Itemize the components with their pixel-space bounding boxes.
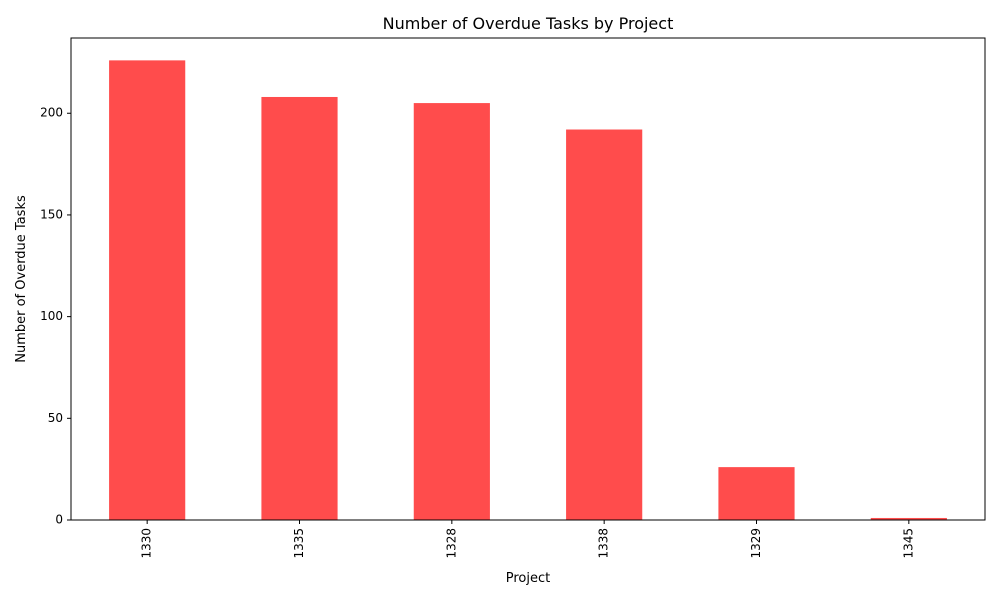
x-tick-label: 1338 (597, 528, 611, 559)
x-tick-label: 1328 (444, 528, 458, 559)
bar-1345 (870, 517, 947, 520)
bar-1335 (261, 96, 338, 520)
y-axis-label: Number of Overdue Tasks (14, 195, 29, 363)
x-tick-label: 1330 (140, 528, 154, 559)
chart-title: Number of Overdue Tasks by Project (383, 14, 674, 33)
x-axis-label: Project (506, 571, 550, 586)
plot-frame (70, 37, 986, 521)
bar-1338 (566, 129, 643, 520)
y-tick-label: 100 (40, 309, 63, 323)
y-tick-label: 150 (40, 207, 63, 221)
x-tick-label: 1335 (292, 528, 306, 559)
y-tick-label: 0 (55, 513, 63, 527)
bar-1330 (109, 60, 186, 520)
y-tick-label: 200 (40, 106, 63, 120)
bars-group (109, 60, 947, 520)
bar-1328 (413, 103, 490, 520)
x-axis-ticks: 1330 1335 1328 1338 1329 1345 (140, 520, 915, 559)
bar-1329 (718, 467, 795, 520)
x-tick-label: 1329 (749, 528, 763, 559)
y-axis-ticks: 0 50 100 150 200 (40, 106, 71, 527)
x-tick-label: 1345 (901, 528, 915, 559)
y-tick-label: 50 (48, 411, 63, 425)
